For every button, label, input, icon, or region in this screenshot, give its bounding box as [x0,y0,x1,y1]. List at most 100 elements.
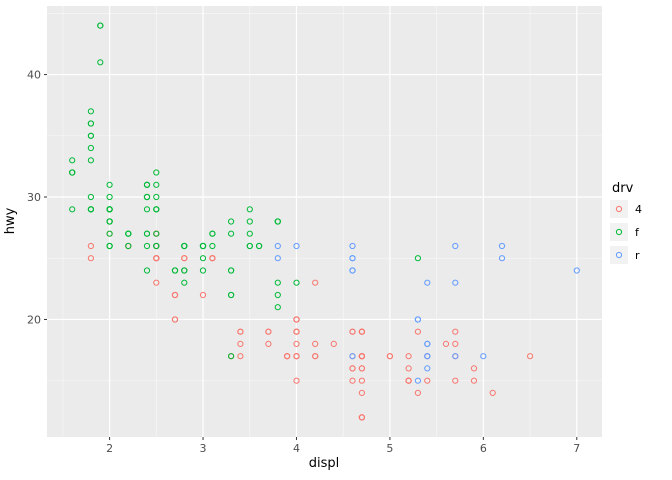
x-axis-title: displ [309,456,340,471]
legend-point-f [615,228,623,236]
data-point-4 [153,279,160,286]
y-tick-label: 20 [27,313,41,326]
data-point-f [87,108,95,115]
data-point-f [293,279,300,286]
x-tick-label: 3 [200,442,207,455]
data-point-f [106,218,113,225]
data-point-f [181,242,188,250]
data-point-4 [237,328,244,335]
data-point-f [69,206,76,213]
legend-label-f: f [635,226,640,239]
data-point-f [87,132,95,139]
data-point-4 [87,242,95,250]
data-point-f [153,206,160,213]
data-point-f [125,242,132,250]
data-point-4 [349,328,356,335]
data-point-f [97,22,104,29]
y-tick-label: 30 [27,191,41,204]
data-point-f [228,267,235,274]
data-point-f [143,181,151,188]
data-point-4 [358,389,365,396]
data-point-f [106,193,113,201]
data-point-f [246,230,253,237]
data-point-r [349,267,356,274]
plot-generated-layer: 2 3 4 5 6 7 20 30 40 4 fr [27,6,642,455]
x-tick-label: 5 [386,442,393,455]
data-point-4 [452,377,459,384]
data-point-4 [414,328,421,335]
data-point-r [480,353,487,360]
data-point-4 [424,377,431,384]
data-point-r [498,242,506,250]
data-point-4 [312,353,319,360]
data-point-f [228,291,235,299]
data-point-f [87,144,95,152]
data-point-4 [358,328,365,335]
data-point-r [414,377,421,384]
data-point-r [498,255,506,262]
x-tick-label: 4 [293,442,300,455]
data-point-4 [452,328,459,335]
data-point-r [424,365,431,372]
data-point-f [171,267,179,274]
x-tick-label: 6 [480,442,487,455]
data-point-f [246,242,253,250]
data-point-4 [171,291,179,299]
data-point-4 [181,255,188,262]
data-point-f [69,157,76,164]
data-point-4 [87,255,95,262]
data-point-4 [293,377,300,384]
data-point-4 [153,255,160,262]
data-point-f [153,193,160,201]
data-point-f [228,218,235,225]
data-point-f [106,206,113,213]
data-point-f [256,242,263,250]
data-point-4 [358,365,365,372]
data-point-4 [358,414,365,421]
data-point-f [199,267,207,274]
data-point-r [349,353,356,360]
data-point-f [143,193,151,201]
legend-point-r [615,251,623,259]
data-point-f [97,59,104,66]
data-point-r [274,242,281,250]
data-point-r [452,353,459,360]
data-point-4 [293,340,300,347]
data-point-f [199,242,207,250]
data-point-f [143,267,151,274]
data-point-f [153,230,160,237]
data-point-f [153,242,160,250]
legend-key-r [610,246,628,264]
data-point-f [274,304,281,311]
data-point-r [349,242,356,250]
data-point-4 [405,377,412,384]
data-point-4 [265,340,272,347]
x-tick-label: 7 [573,442,580,455]
data-point-r [424,279,431,286]
data-point-f [106,181,113,188]
data-point-4 [358,377,365,384]
data-point-f [143,206,151,213]
data-point-r [293,242,300,250]
data-point-4 [470,377,478,384]
data-point-r [414,316,421,323]
data-point-4 [405,365,412,372]
data-point-f [228,230,235,237]
data-point-r [424,353,431,360]
data-point-f [181,279,188,286]
data-point-f [228,353,235,360]
data-point-4 [414,389,421,396]
data-point-f [209,230,216,237]
data-point-4 [237,353,244,360]
data-point-f [106,230,113,237]
data-point-f [181,267,188,274]
data-point-f [87,157,95,164]
data-point-f [143,242,151,250]
data-point-r [573,267,580,274]
data-point-4 [171,316,179,323]
data-point-4 [349,377,356,384]
legend-label-4: 4 [635,203,642,216]
data-point-4 [349,365,356,372]
data-point-4 [237,340,244,347]
